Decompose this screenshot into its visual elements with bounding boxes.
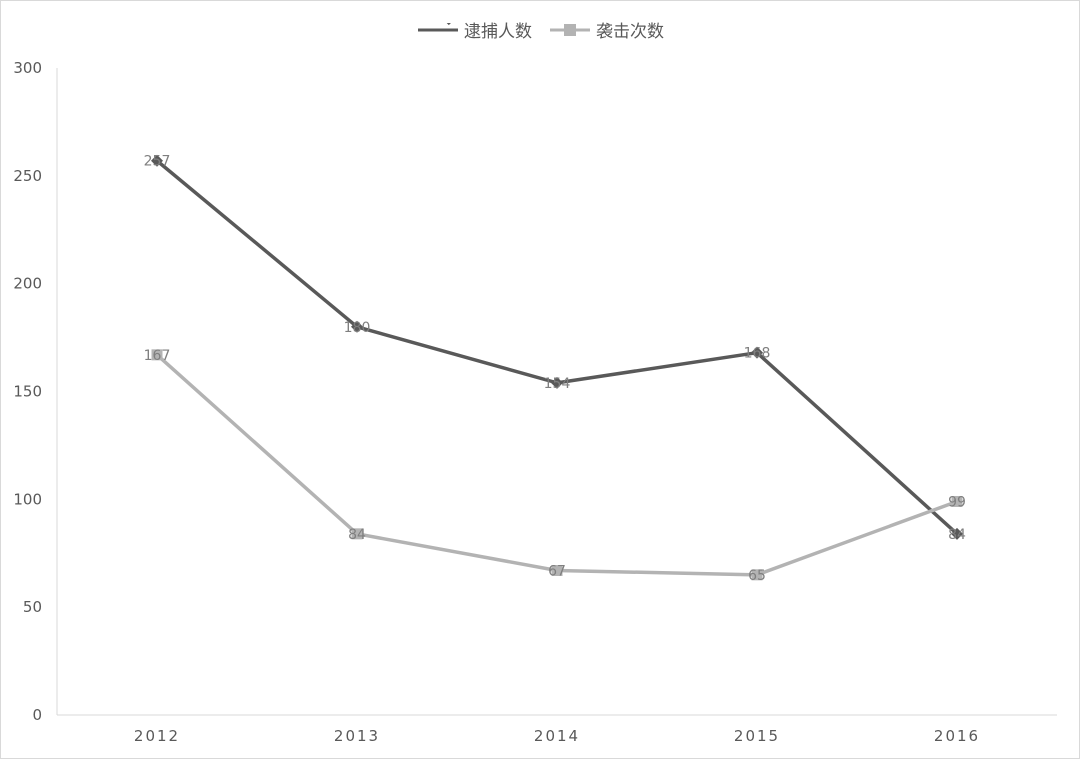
legend-swatch-attacks [550, 23, 590, 36]
y-tick-label: 0 [32, 706, 42, 724]
data-label: 168 [744, 346, 771, 362]
data-label: 257 [144, 154, 171, 170]
data-label: 99 [948, 494, 966, 510]
data-label: 84 [948, 527, 966, 543]
data-label: 67 [548, 564, 566, 580]
x-tick-label: 2013 [334, 727, 380, 745]
y-tick-label: 100 [13, 490, 42, 508]
data-label: 154 [544, 376, 571, 392]
legend-label-attacks: 袭击次数 [596, 22, 664, 42]
data-point-marker [951, 495, 963, 507]
data-label: 84 [348, 527, 366, 543]
y-tick-label: 150 [13, 383, 42, 401]
data-point-marker [351, 528, 363, 540]
x-tick-label: 2012 [134, 727, 180, 745]
data-point-marker [351, 320, 363, 333]
data-point-marker [151, 349, 163, 361]
data-point-marker [751, 569, 763, 581]
data-label: 180 [344, 320, 371, 336]
legend: 逮捕人数 袭击次数 [1, 17, 1080, 42]
data-point-marker [751, 346, 763, 359]
legend-swatch-arrests [418, 22, 458, 31]
y-tick-label: 250 [13, 167, 42, 185]
legend-label-arrests: 逮捕人数 [464, 22, 532, 42]
data-point-marker [951, 527, 963, 540]
legend-item-attacks: 袭击次数 [550, 17, 664, 42]
x-tick-label: 2015 [734, 727, 780, 745]
data-point-marker [151, 154, 163, 167]
y-tick-label: 200 [13, 275, 42, 293]
data-point-marker [551, 376, 563, 389]
data-point-marker [551, 565, 563, 577]
data-label: 167 [144, 348, 171, 364]
legend-item-arrests: 逮捕人数 [418, 17, 532, 42]
series-line-0 [155, 159, 959, 536]
data-label: 65 [748, 568, 766, 584]
x-tick-label: 2016 [934, 727, 980, 745]
x-tick-label: 2014 [534, 727, 580, 745]
y-tick-label: 300 [13, 59, 42, 77]
y-tick-label: 50 [23, 598, 42, 616]
